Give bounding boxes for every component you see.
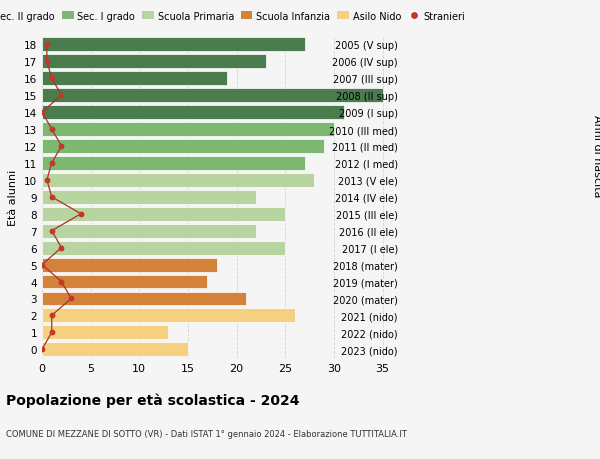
Bar <box>42 174 314 187</box>
Point <box>42 58 52 66</box>
Point <box>76 211 86 218</box>
Bar <box>42 241 285 255</box>
Point <box>47 312 56 319</box>
Point <box>47 194 56 201</box>
Bar <box>42 224 256 238</box>
Point <box>56 278 66 285</box>
Bar <box>42 89 383 103</box>
Legend: Sec. II grado, Sec. I grado, Scuola Primaria, Scuola Infanzia, Asilo Nido, Stran: Sec. II grado, Sec. I grado, Scuola Prim… <box>0 8 469 25</box>
Point <box>56 143 66 150</box>
Text: COMUNE DI MEZZANE DI SOTTO (VR) - Dati ISTAT 1° gennaio 2024 - Elaborazione TUTT: COMUNE DI MEZZANE DI SOTTO (VR) - Dati I… <box>6 429 407 438</box>
Bar <box>42 72 227 86</box>
Point <box>47 329 56 336</box>
Bar <box>42 207 285 221</box>
Bar <box>42 106 344 120</box>
Point <box>37 109 47 117</box>
Point <box>37 346 47 353</box>
Point <box>47 228 56 235</box>
Point <box>42 41 52 49</box>
Point <box>56 245 66 252</box>
Bar <box>42 38 305 52</box>
Point <box>47 75 56 83</box>
Point <box>56 92 66 100</box>
Bar <box>42 326 169 340</box>
Bar <box>42 342 188 357</box>
Bar <box>42 123 334 137</box>
Point <box>47 126 56 134</box>
Bar <box>42 140 324 154</box>
Point <box>47 160 56 167</box>
Bar <box>42 55 266 69</box>
Bar <box>42 157 305 170</box>
Point <box>37 261 47 269</box>
Point <box>42 177 52 184</box>
Text: Popolazione per età scolastica - 2024: Popolazione per età scolastica - 2024 <box>6 392 299 407</box>
Y-axis label: Età alunni: Età alunni <box>8 169 19 225</box>
Text: Anni di nascita: Anni di nascita <box>592 115 600 197</box>
Bar <box>42 309 295 323</box>
Bar <box>42 275 208 289</box>
Bar <box>42 258 217 272</box>
Point <box>67 295 76 302</box>
Bar <box>42 292 247 306</box>
Bar <box>42 190 256 204</box>
